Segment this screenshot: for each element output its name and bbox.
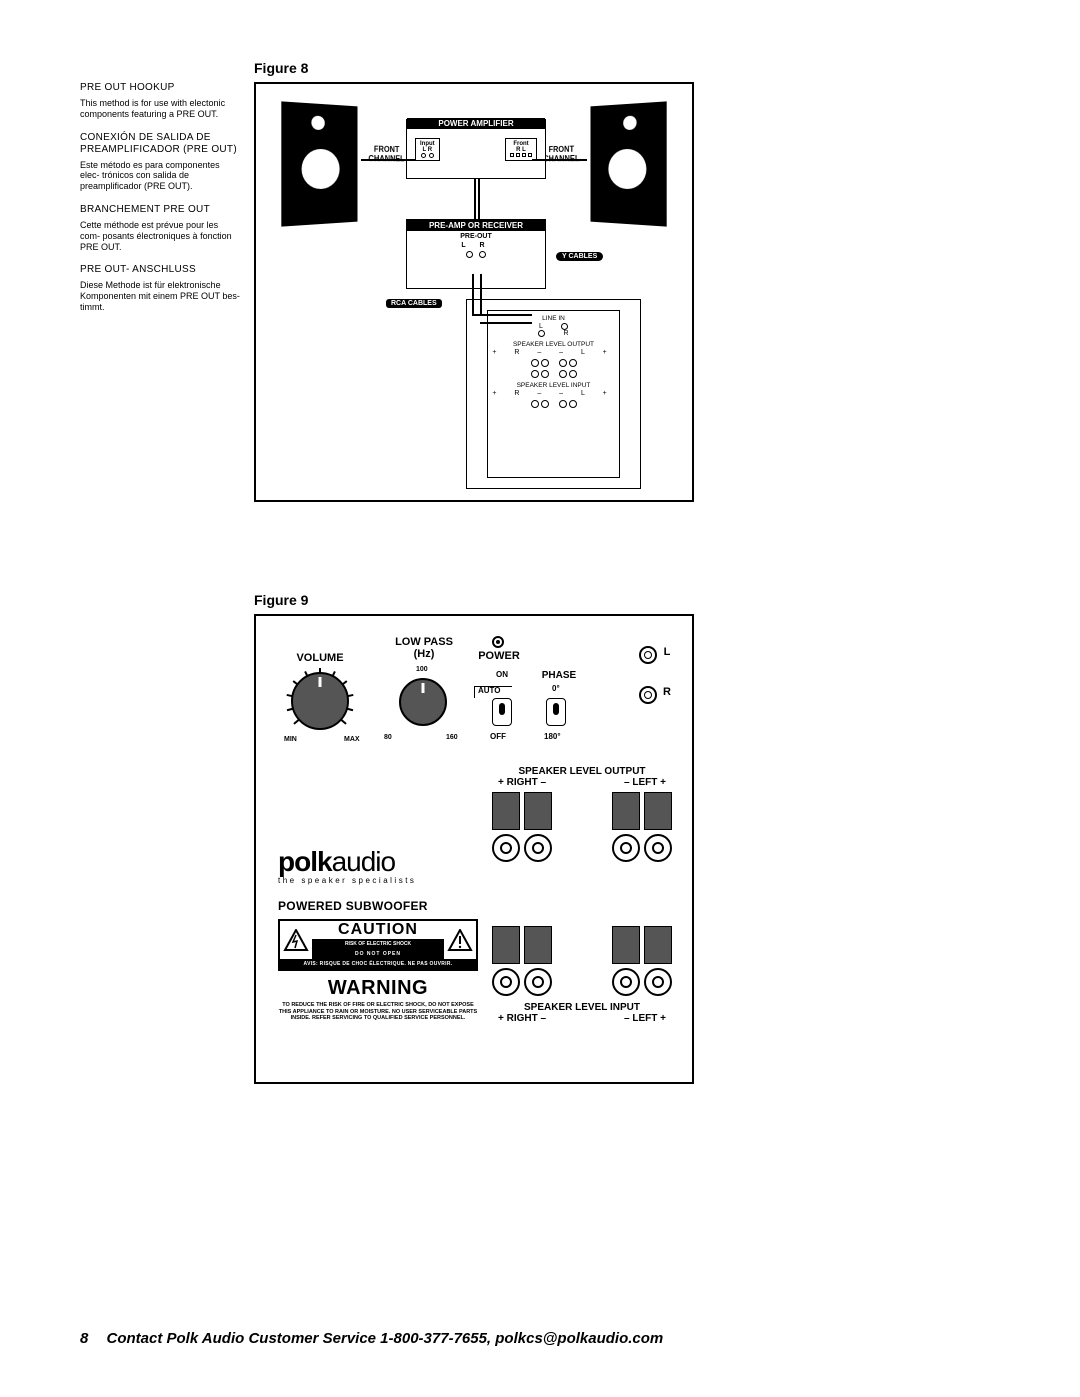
spk-input-left: – LEFT + bbox=[624, 1013, 666, 1024]
sub-spkin-label: SPEAKER LEVEL INPUT bbox=[488, 382, 619, 389]
spk-input-right: + RIGHT – bbox=[498, 1013, 546, 1024]
caution-box: CAUTION RISK OF ELECTRIC SHOCK DO NOT OP… bbox=[278, 919, 478, 971]
sidebar-fr-head: BRANCHEMENT PRE OUT bbox=[80, 204, 240, 216]
sidebar-de-body: Diese Methode ist für elektronische Komp… bbox=[80, 280, 240, 312]
rca-r-label: R bbox=[660, 686, 674, 698]
figure9-diagram: VOLUME MIN MAX LOW PASS (Hz) 100 80 bbox=[254, 614, 694, 1084]
warning-text: TO REDUCE THE RISK OF FIRE OR ELECTRIC S… bbox=[278, 1002, 478, 1022]
rca-l-label: L bbox=[660, 646, 674, 658]
sub-spkin-rl: + R – – L + bbox=[488, 390, 619, 397]
footer-text: Contact Polk Audio Customer Service 1-80… bbox=[107, 1330, 664, 1347]
page-footer: 8 Contact Polk Audio Customer Service 1-… bbox=[80, 1330, 663, 1347]
figure8-title: Figure 8 bbox=[254, 60, 1000, 76]
sidebar-es-body: Este método es para componentes elec- tr… bbox=[80, 160, 240, 192]
sidebar-es-head: CONEXIÓN DE SALIDA DE PREAMPLIFICADOR (P… bbox=[80, 132, 240, 156]
sidebar-fr-body: Cette méthode est prévue pour les com- p… bbox=[80, 220, 240, 252]
volume-max-label: MAX bbox=[344, 736, 360, 743]
volume-label: VOLUME bbox=[280, 652, 360, 664]
sub-linein-label: LINE IN bbox=[488, 315, 619, 322]
preout-label: PRE-OUT bbox=[407, 233, 545, 240]
page-number: 8 bbox=[80, 1330, 88, 1347]
powered-sub-label: POWERED SUBWOOFER bbox=[278, 899, 478, 913]
power-amp-label: POWER AMPLIFIER bbox=[407, 118, 545, 129]
sidebar-en-body: This method is for use with electonic co… bbox=[80, 98, 240, 120]
branding-block: polkaudio the speaker specialists POWERE… bbox=[278, 846, 478, 1022]
subwoofer-box: LINE IN L R SPEAKER LEVEL OUTPUT + R – –… bbox=[466, 299, 641, 489]
sub-spkout-label: SPEAKER LEVEL OUTPUT bbox=[488, 341, 619, 348]
brand-tagline: the speaker specialists bbox=[278, 876, 478, 885]
preamp-label: PRE-AMP OR RECEIVER bbox=[407, 220, 545, 231]
spk-output-right: + RIGHT – bbox=[498, 777, 546, 788]
sub-spkout-rl: + R – – L + bbox=[488, 349, 619, 356]
preout-lr: L R bbox=[407, 242, 545, 249]
right-speaker-icon: FRONT CHANNEL bbox=[590, 101, 666, 226]
speaker-input-block: SPEAKER LEVEL INPUT + RIGHT – – LEFT + bbox=[492, 926, 672, 1028]
rca-r-icon bbox=[639, 686, 657, 704]
amp-front-ports: Front R L bbox=[505, 138, 537, 161]
rcacables-label: RCA CABLES bbox=[386, 299, 442, 308]
figure9-title: Figure 9 bbox=[254, 592, 1000, 608]
volume-min-label: MIN bbox=[284, 736, 297, 743]
bolt-triangle-icon bbox=[283, 929, 309, 951]
spk-output-title: SPEAKER LEVEL OUTPUT bbox=[492, 766, 672, 777]
caution-dno-label: DO NOT OPEN bbox=[312, 949, 444, 959]
sub-linein-l: L bbox=[539, 323, 543, 330]
figure8-diagram: FRONT CHANNEL FRONT CHANNEL POWER AMPLIF… bbox=[254, 82, 694, 502]
ycables-label: Y CABLES bbox=[556, 252, 603, 261]
sub-linein-r: R bbox=[563, 330, 568, 337]
power-led-icon bbox=[492, 636, 504, 648]
caution-avis-label: AVIS: RISQUE DE CHOC ÉLECTRIQUE. NE PAS … bbox=[280, 959, 476, 969]
power-label: POWER bbox=[474, 650, 524, 662]
exclaim-triangle-icon bbox=[447, 929, 473, 951]
power-amplifier-box: POWER AMPLIFIER Input L R Front R L bbox=[406, 119, 546, 179]
figure9: Figure 9 VOLUME MIN MAX LOW PASS (H bbox=[80, 592, 1000, 1084]
brand-bold: polk bbox=[278, 846, 332, 877]
left-front-channel-label: FRONT CHANNEL bbox=[364, 145, 409, 164]
rca-l-icon bbox=[639, 646, 657, 664]
phase-toggle-icon bbox=[546, 698, 566, 726]
sidebar-de-head: PRE OUT- ANSCHLUSS bbox=[80, 264, 240, 276]
lowpass-knob-icon bbox=[399, 678, 447, 726]
figure8-sidebar: PRE OUT HOOKUP This method is for use wi… bbox=[80, 82, 240, 325]
lowpass-80-label: 80 bbox=[384, 734, 392, 741]
brand-light: audio bbox=[332, 846, 396, 877]
phase-180-label: 180° bbox=[544, 732, 561, 741]
speaker-output-block: SPEAKER LEVEL OUTPUT + RIGHT – – LEFT + bbox=[492, 766, 672, 862]
warning-label: WARNING bbox=[278, 977, 478, 1000]
caution-label: CAUTION bbox=[312, 921, 444, 939]
power-on-label: ON bbox=[496, 670, 508, 679]
preamp-box: PRE-AMP OR RECEIVER PRE-OUT L R bbox=[406, 219, 546, 289]
power-toggle-icon bbox=[492, 698, 512, 726]
lowpass-160-label: 160 bbox=[446, 734, 458, 741]
left-speaker-icon: FRONT CHANNEL bbox=[281, 101, 357, 226]
phase-label: PHASE bbox=[534, 670, 584, 681]
spk-output-left: – LEFT + bbox=[624, 777, 666, 788]
amp-input-ports: Input L R bbox=[415, 138, 440, 161]
caution-risk-label: RISK OF ELECTRIC SHOCK bbox=[312, 939, 444, 949]
power-off-label: OFF bbox=[490, 732, 506, 741]
sidebar-en-head: PRE OUT HOOKUP bbox=[80, 82, 240, 94]
spk-input-title: SPEAKER LEVEL INPUT bbox=[492, 1002, 672, 1013]
lowpass-100-label: 100 bbox=[416, 666, 428, 673]
lowpass-label: LOW PASS (Hz) bbox=[384, 636, 464, 660]
figure8: PRE OUT HOOKUP This method is for use wi… bbox=[80, 82, 1000, 502]
phase-0-label: 0° bbox=[552, 684, 560, 693]
brand-logo: polkaudio bbox=[278, 846, 478, 878]
